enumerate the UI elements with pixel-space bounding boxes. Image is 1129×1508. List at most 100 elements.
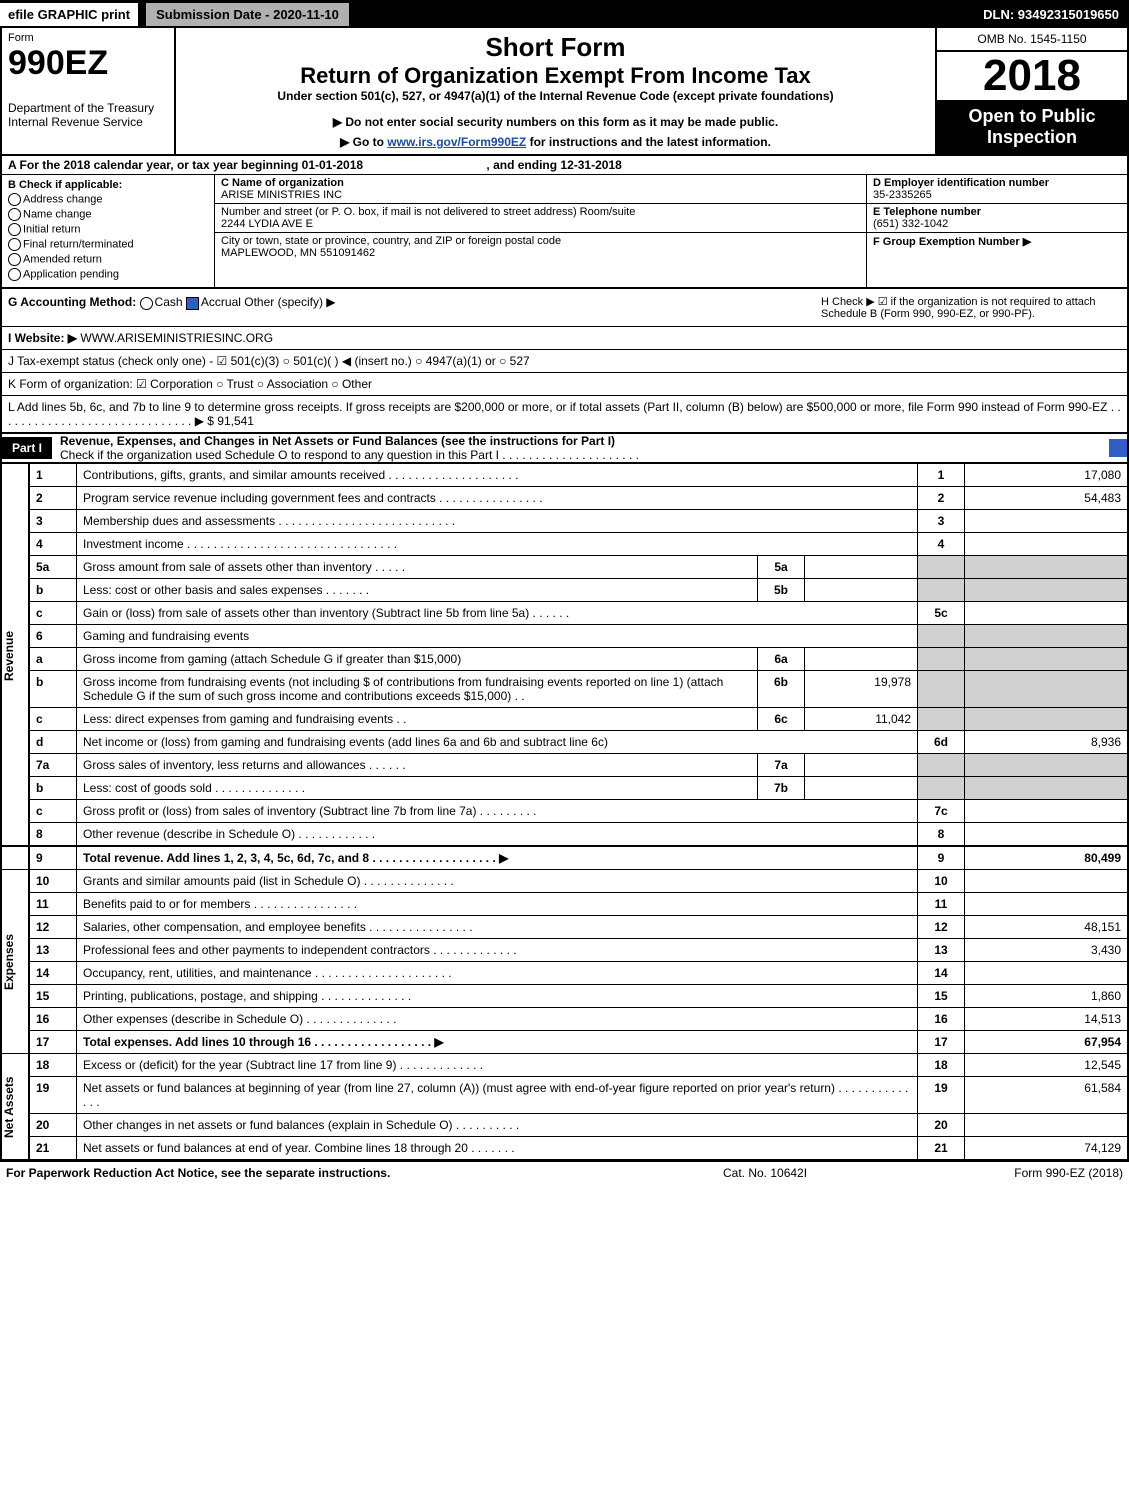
l6-desc: Gaming and fundraising events [77, 625, 918, 648]
form-label: Form [8, 32, 168, 44]
l10-ln: 10 [918, 870, 965, 893]
b-opt-2[interactable]: Initial return [8, 223, 208, 236]
l21-val: 74,129 [965, 1137, 1129, 1160]
l2-ln: 2 [918, 487, 965, 510]
l19-desc: Net assets or fund balances at beginning… [77, 1077, 918, 1114]
tax-year: 2018 [937, 52, 1127, 100]
l7a-ln-shade [918, 754, 965, 777]
l4-val [965, 533, 1129, 556]
l3-desc: Membership dues and assessments . . . . … [77, 510, 918, 533]
b-opt-4[interactable]: Amended return [8, 253, 208, 266]
l21-num: 21 [29, 1137, 77, 1160]
period-a: A For the 2018 calendar year, or tax yea… [8, 158, 363, 172]
efile-print-button[interactable]: efile GRAPHIC print [0, 3, 138, 26]
l2-desc: Program service revenue including govern… [77, 487, 918, 510]
dln-label: DLN: 93492315019650 [973, 3, 1129, 26]
c-addr-label: Number and street (or P. O. box, if mail… [221, 206, 635, 218]
l6d-val: 8,936 [965, 731, 1129, 754]
l14-val [965, 962, 1129, 985]
l16-num: 16 [29, 1008, 77, 1031]
l11-val [965, 893, 1129, 916]
l6b-num: b [29, 671, 77, 708]
l16-desc: Other expenses (describe in Schedule O) … [77, 1008, 918, 1031]
l19-val: 61,584 [965, 1077, 1129, 1114]
part1-title-text: Revenue, Expenses, and Changes in Net As… [60, 434, 615, 448]
l10-num: 10 [29, 870, 77, 893]
l5c-val [965, 602, 1129, 625]
under-section-text: Under section 501(c), 527, or 4947(a)(1)… [186, 89, 925, 103]
l5a-sn: 5a [758, 556, 805, 579]
l13-desc: Professional fees and other payments to … [77, 939, 918, 962]
l10-val [965, 870, 1129, 893]
g-accrual-check[interactable] [186, 297, 199, 310]
b-opt-5[interactable]: Application pending [8, 268, 208, 281]
l5a-desc: Gross amount from sale of assets other t… [77, 556, 758, 579]
l18-ln: 18 [918, 1054, 965, 1077]
l5a-val-shade [965, 556, 1129, 579]
l5a-num: 5a [29, 556, 77, 579]
b-opt-3[interactable]: Final return/terminated [8, 238, 208, 251]
part1-tab: Part I [2, 437, 52, 459]
b-opt-0[interactable]: Address change [8, 193, 208, 206]
b-opt-2-label: Initial return [23, 224, 80, 236]
l15-desc: Printing, publications, postage, and shi… [77, 985, 918, 1008]
l4-desc: Investment income . . . . . . . . . . . … [77, 533, 918, 556]
org-name: ARISE MINISTRIES INC [221, 189, 342, 201]
l7a-desc: Gross sales of inventory, less returns a… [77, 754, 758, 777]
l14-ln: 14 [918, 962, 965, 985]
top-bar: efile GRAPHIC print Submission Date - 20… [0, 0, 1129, 28]
l2-num: 2 [29, 487, 77, 510]
l6c-sv: 11,042 [805, 708, 918, 731]
l6b-ln-shade [918, 671, 965, 708]
l20-val [965, 1114, 1129, 1137]
l6b-sv: 19,978 [805, 671, 918, 708]
l11-ln: 11 [918, 893, 965, 916]
l19-num: 19 [29, 1077, 77, 1114]
year-box: OMB No. 1545-1150 2018 Open to Public In… [935, 28, 1127, 154]
c-city-label: City or town, state or province, country… [221, 235, 561, 247]
l6c-desc: Less: direct expenses from gaming and fu… [77, 708, 758, 731]
l13-val: 3,430 [965, 939, 1129, 962]
b-title: B Check if applicable: [8, 179, 208, 191]
l7c-val [965, 800, 1129, 823]
b-opt-1[interactable]: Name change [8, 208, 208, 221]
goto-post: for instructions and the latest informat… [526, 135, 771, 149]
l6d-ln: 6d [918, 731, 965, 754]
b-opt-0-label: Address change [23, 194, 103, 206]
l17-desc: Total expenses. Add lines 10 through 16 … [77, 1031, 918, 1054]
b-opt-5-label: Application pending [23, 269, 119, 281]
submission-date-button[interactable]: Submission Date - 2020-11-10 [144, 1, 351, 28]
l8-desc: Other revenue (describe in Schedule O) .… [77, 823, 918, 847]
l5b-sv [805, 579, 918, 602]
l16-ln: 16 [918, 1008, 965, 1031]
l9-val: 80,499 [965, 846, 1129, 870]
l18-val: 12,545 [965, 1054, 1129, 1077]
section-l: L Add lines 5b, 6c, and 7b to line 9 to … [0, 396, 1129, 433]
part1-check-icon[interactable] [1109, 439, 1127, 457]
l5b-ln-shade [918, 579, 965, 602]
l7b-val-shade [965, 777, 1129, 800]
irs-link[interactable]: www.irs.gov/Form990EZ [387, 135, 526, 149]
l5c-ln: 5c [918, 602, 965, 625]
l6-num: 6 [29, 625, 77, 648]
l12-ln: 12 [918, 916, 965, 939]
g-accrual: Accrual [201, 295, 241, 309]
b-opt-3-label: Final return/terminated [23, 239, 134, 251]
l9-ln: 9 [918, 846, 965, 870]
omb-number: OMB No. 1545-1150 [937, 28, 1127, 52]
l17-ln: 17 [918, 1031, 965, 1054]
l5b-num: b [29, 579, 77, 602]
l13-ln: 13 [918, 939, 965, 962]
phone: (651) 332-1042 [873, 218, 948, 230]
section-de: D Employer identification number 35-2335… [866, 175, 1127, 287]
l6a-ln-shade [918, 648, 965, 671]
l17-num: 17 [29, 1031, 77, 1054]
l12-num: 12 [29, 916, 77, 939]
g-cash-radio[interactable] [140, 297, 153, 310]
footer-right: Form 990-EZ (2018) [923, 1166, 1123, 1180]
open-inspection: Open to Public Inspection [937, 100, 1127, 154]
part1-header: Part I Revenue, Expenses, and Changes in… [0, 433, 1129, 464]
l1-desc: Contributions, gifts, grants, and simila… [77, 464, 918, 487]
l17-val: 67,954 [965, 1031, 1129, 1054]
l7b-desc: Less: cost of goods sold . . . . . . . .… [77, 777, 758, 800]
